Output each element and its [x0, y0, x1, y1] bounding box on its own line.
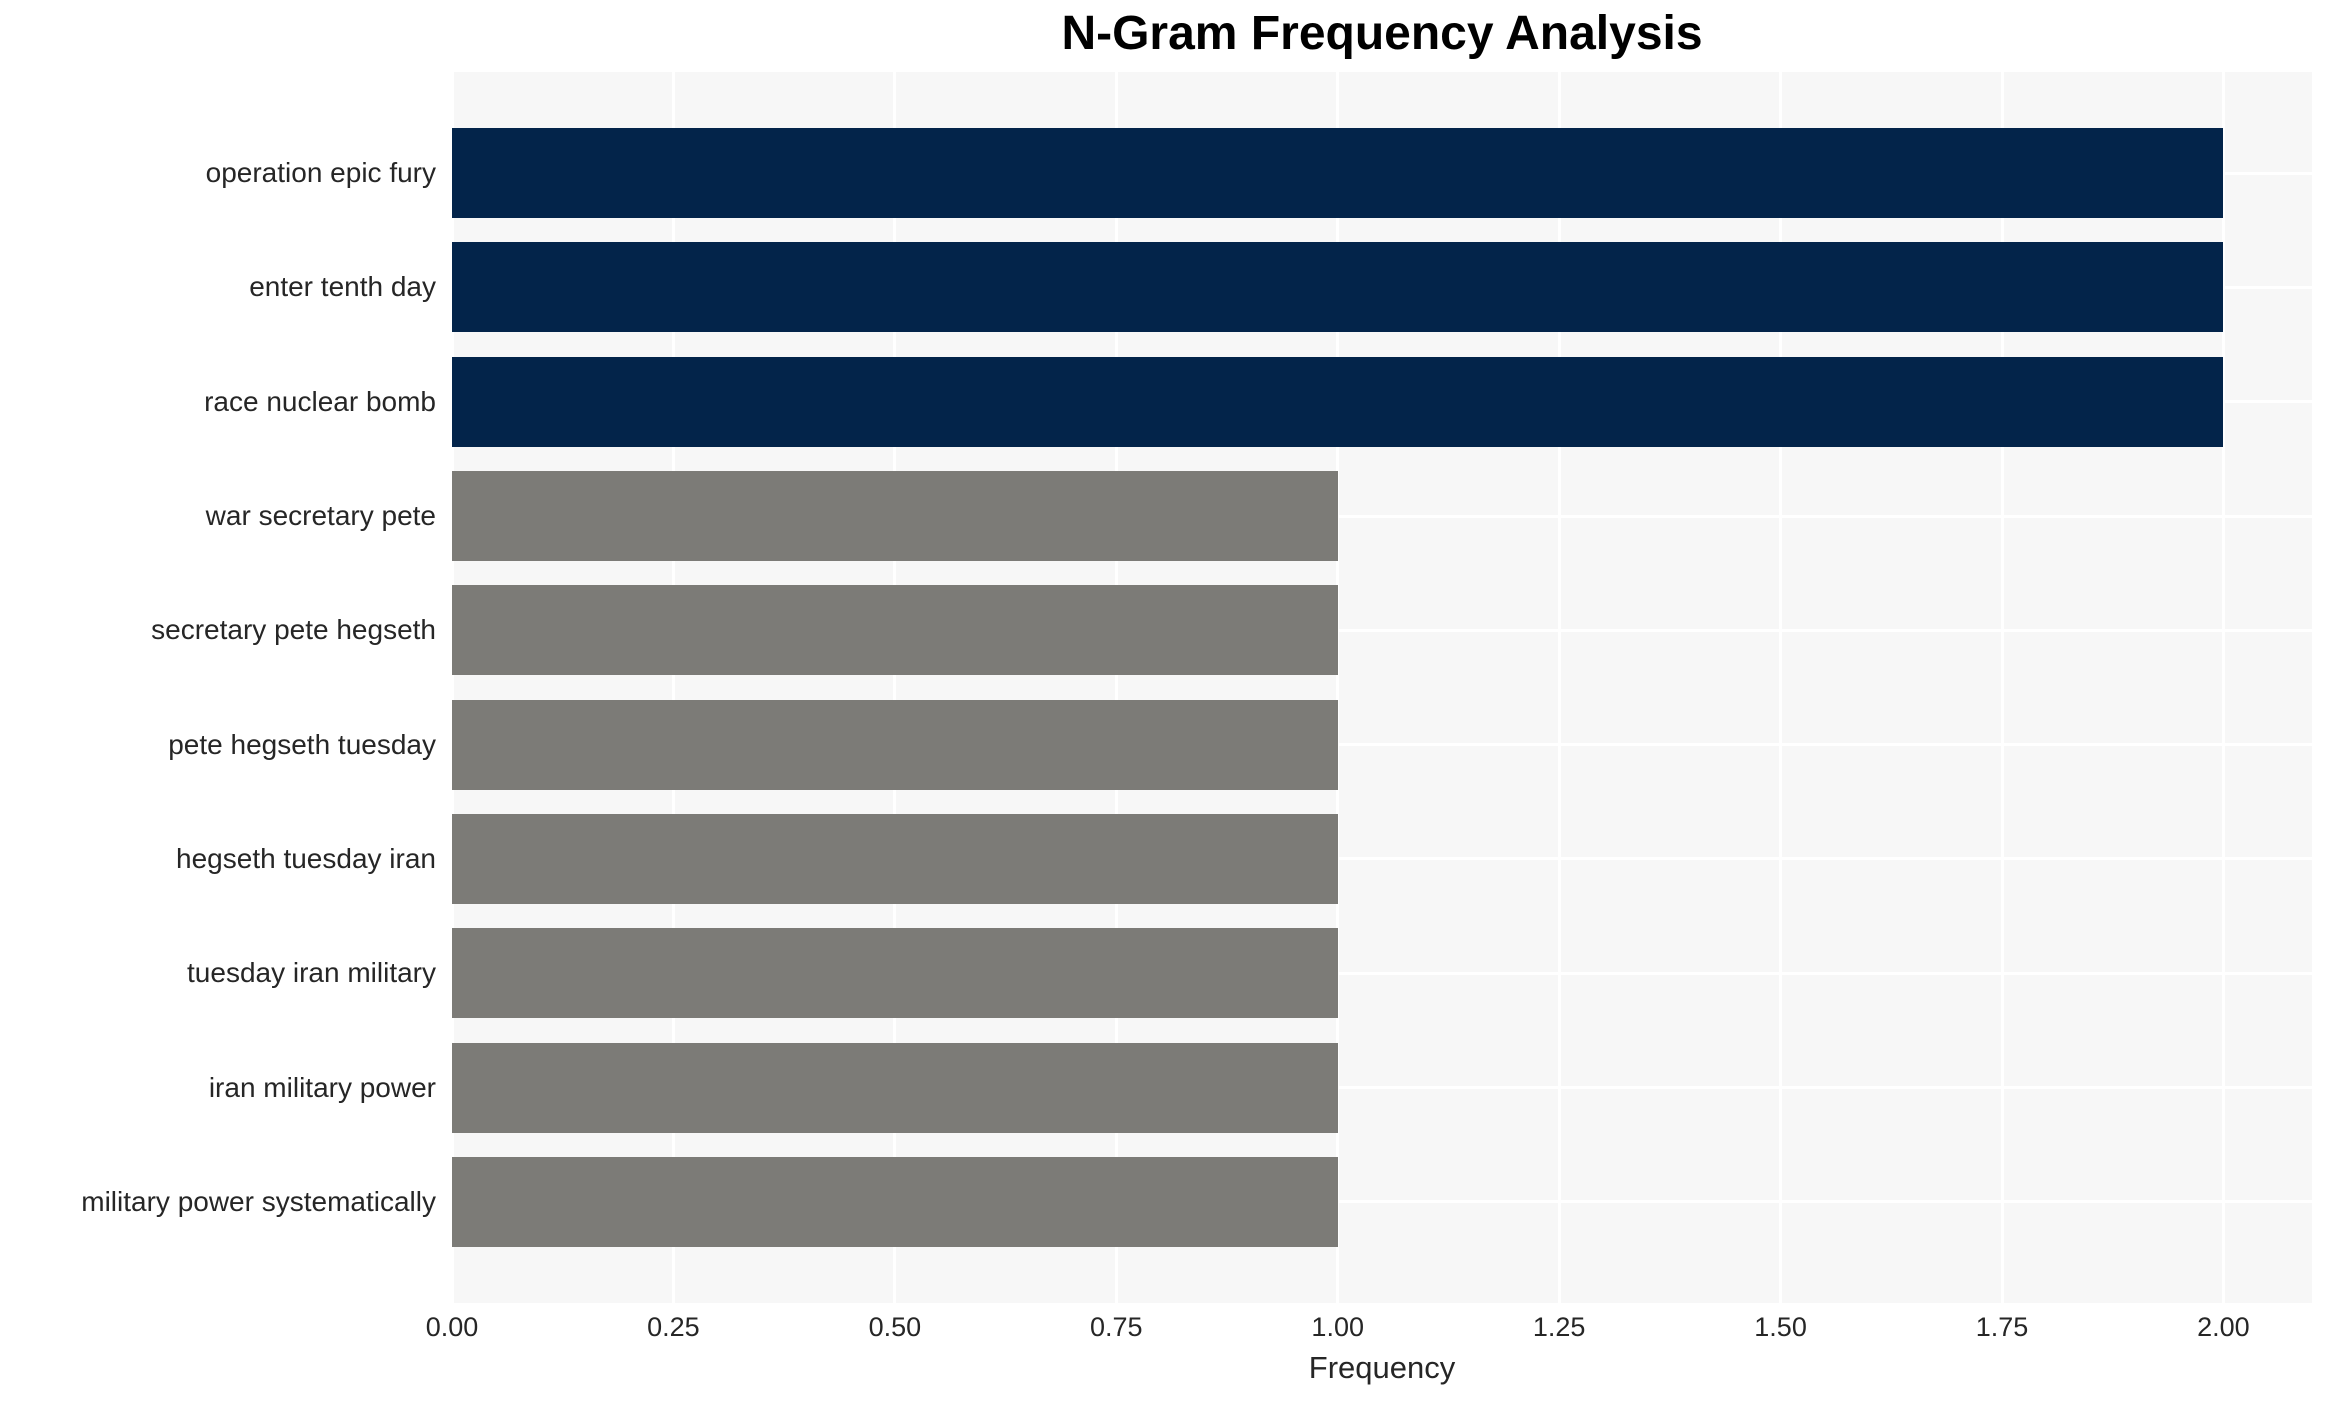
frequency-bar: [452, 1156, 1338, 1247]
x-axis-ticks: 0.00 0.25 0.50 0.75 1.00 1.25 1.50 1.75 2.00: [426, 1312, 2312, 1346]
vertical-gridline-2.00: [2221, 72, 2225, 1303]
chart-title: N-Gram Frequency Analysis: [1061, 7, 1703, 60]
bar-row: race nuclear bomb: [204, 345, 2312, 459]
bar-row: pete hegseth tuesday: [168, 687, 2312, 801]
bar-rows: operation epic fury enter tenth day race n…: [81, 116, 2312, 1259]
horizontal-gridline: [452, 971, 2312, 975]
vertical-gridline-1.75: [2000, 72, 2004, 1303]
plot-area: operation epic fury enter tenth day race n…: [81, 72, 2312, 1303]
vertical-gridline-0.75: [1114, 72, 1118, 1303]
category-label: tuesday iran military: [187, 957, 436, 989]
vertical-gridline-1.50: [1779, 72, 1783, 1303]
frequency-bar: [452, 699, 1338, 790]
horizontal-gridline: [452, 743, 2312, 747]
vertical-gridline-1.00: [1336, 72, 1340, 1303]
x-tick-label: 0.00: [425, 1312, 479, 1342]
category-label: iran military power: [208, 1071, 436, 1103]
horizontal-gridline: [452, 628, 2312, 632]
category-label: race nuclear bomb: [204, 385, 436, 417]
bar-row: hegseth tuesday iran: [176, 802, 2312, 916]
bar-row: war secretary pete: [206, 459, 2312, 573]
frequency-bar: [452, 928, 1338, 1019]
vertical-gridline-0.25: [671, 72, 675, 1303]
category-label: secretary pete hegseth: [151, 614, 436, 646]
x-tick-label: 1.75: [1975, 1312, 2029, 1342]
frequency-bar: [452, 356, 2224, 447]
category-label: enter tenth day: [249, 271, 436, 303]
horizontal-gridline: [452, 1086, 2312, 1090]
vertical-gridline-0.50: [893, 72, 897, 1303]
horizontal-gridline: [452, 1200, 2312, 1204]
category-label: pete hegseth tuesday: [168, 728, 436, 760]
category-label: military power systematically: [81, 1185, 436, 1217]
horizontal-gridline: [452, 514, 2312, 518]
bar-row: military power systematically: [81, 1145, 2312, 1259]
horizontal-gridline: [452, 857, 2312, 861]
bar-row: iran military power: [209, 1030, 2312, 1144]
x-axis-label: Frequency: [1308, 1350, 1456, 1385]
x-tick-label: 0.50: [868, 1312, 922, 1342]
x-tick-label: 1.00: [1311, 1312, 1364, 1342]
x-tick-label: 1.25: [1532, 1312, 1586, 1342]
bar-row: secretary pete hegseth: [151, 573, 2312, 687]
frequency-bar: [452, 1042, 1338, 1133]
frequency-bar: [452, 242, 2224, 333]
category-label: operation epic fury: [205, 157, 436, 189]
category-label: hegseth tuesday iran: [176, 842, 436, 874]
vertical-gridline-0.00: [450, 72, 454, 1303]
vertical-gridline-1.25: [1557, 72, 1561, 1303]
x-tick-label: 0.25: [647, 1312, 700, 1342]
category-label: war secretary pete: [205, 500, 436, 532]
frequency-bar: [452, 813, 1338, 904]
x-tick-label: 1.50: [1754, 1312, 1807, 1342]
frequency-bar: [452, 128, 2224, 219]
bar-row: enter tenth day: [249, 230, 2312, 344]
bar-row: operation epic fury: [206, 116, 2312, 230]
x-tick-label: 2.00: [2197, 1312, 2250, 1342]
frequency-bar: [452, 471, 1338, 562]
x-tick-label: 0.75: [1090, 1312, 1143, 1342]
bar-row: tuesday iran military: [187, 916, 2312, 1030]
frequency-bar: [452, 585, 1338, 676]
